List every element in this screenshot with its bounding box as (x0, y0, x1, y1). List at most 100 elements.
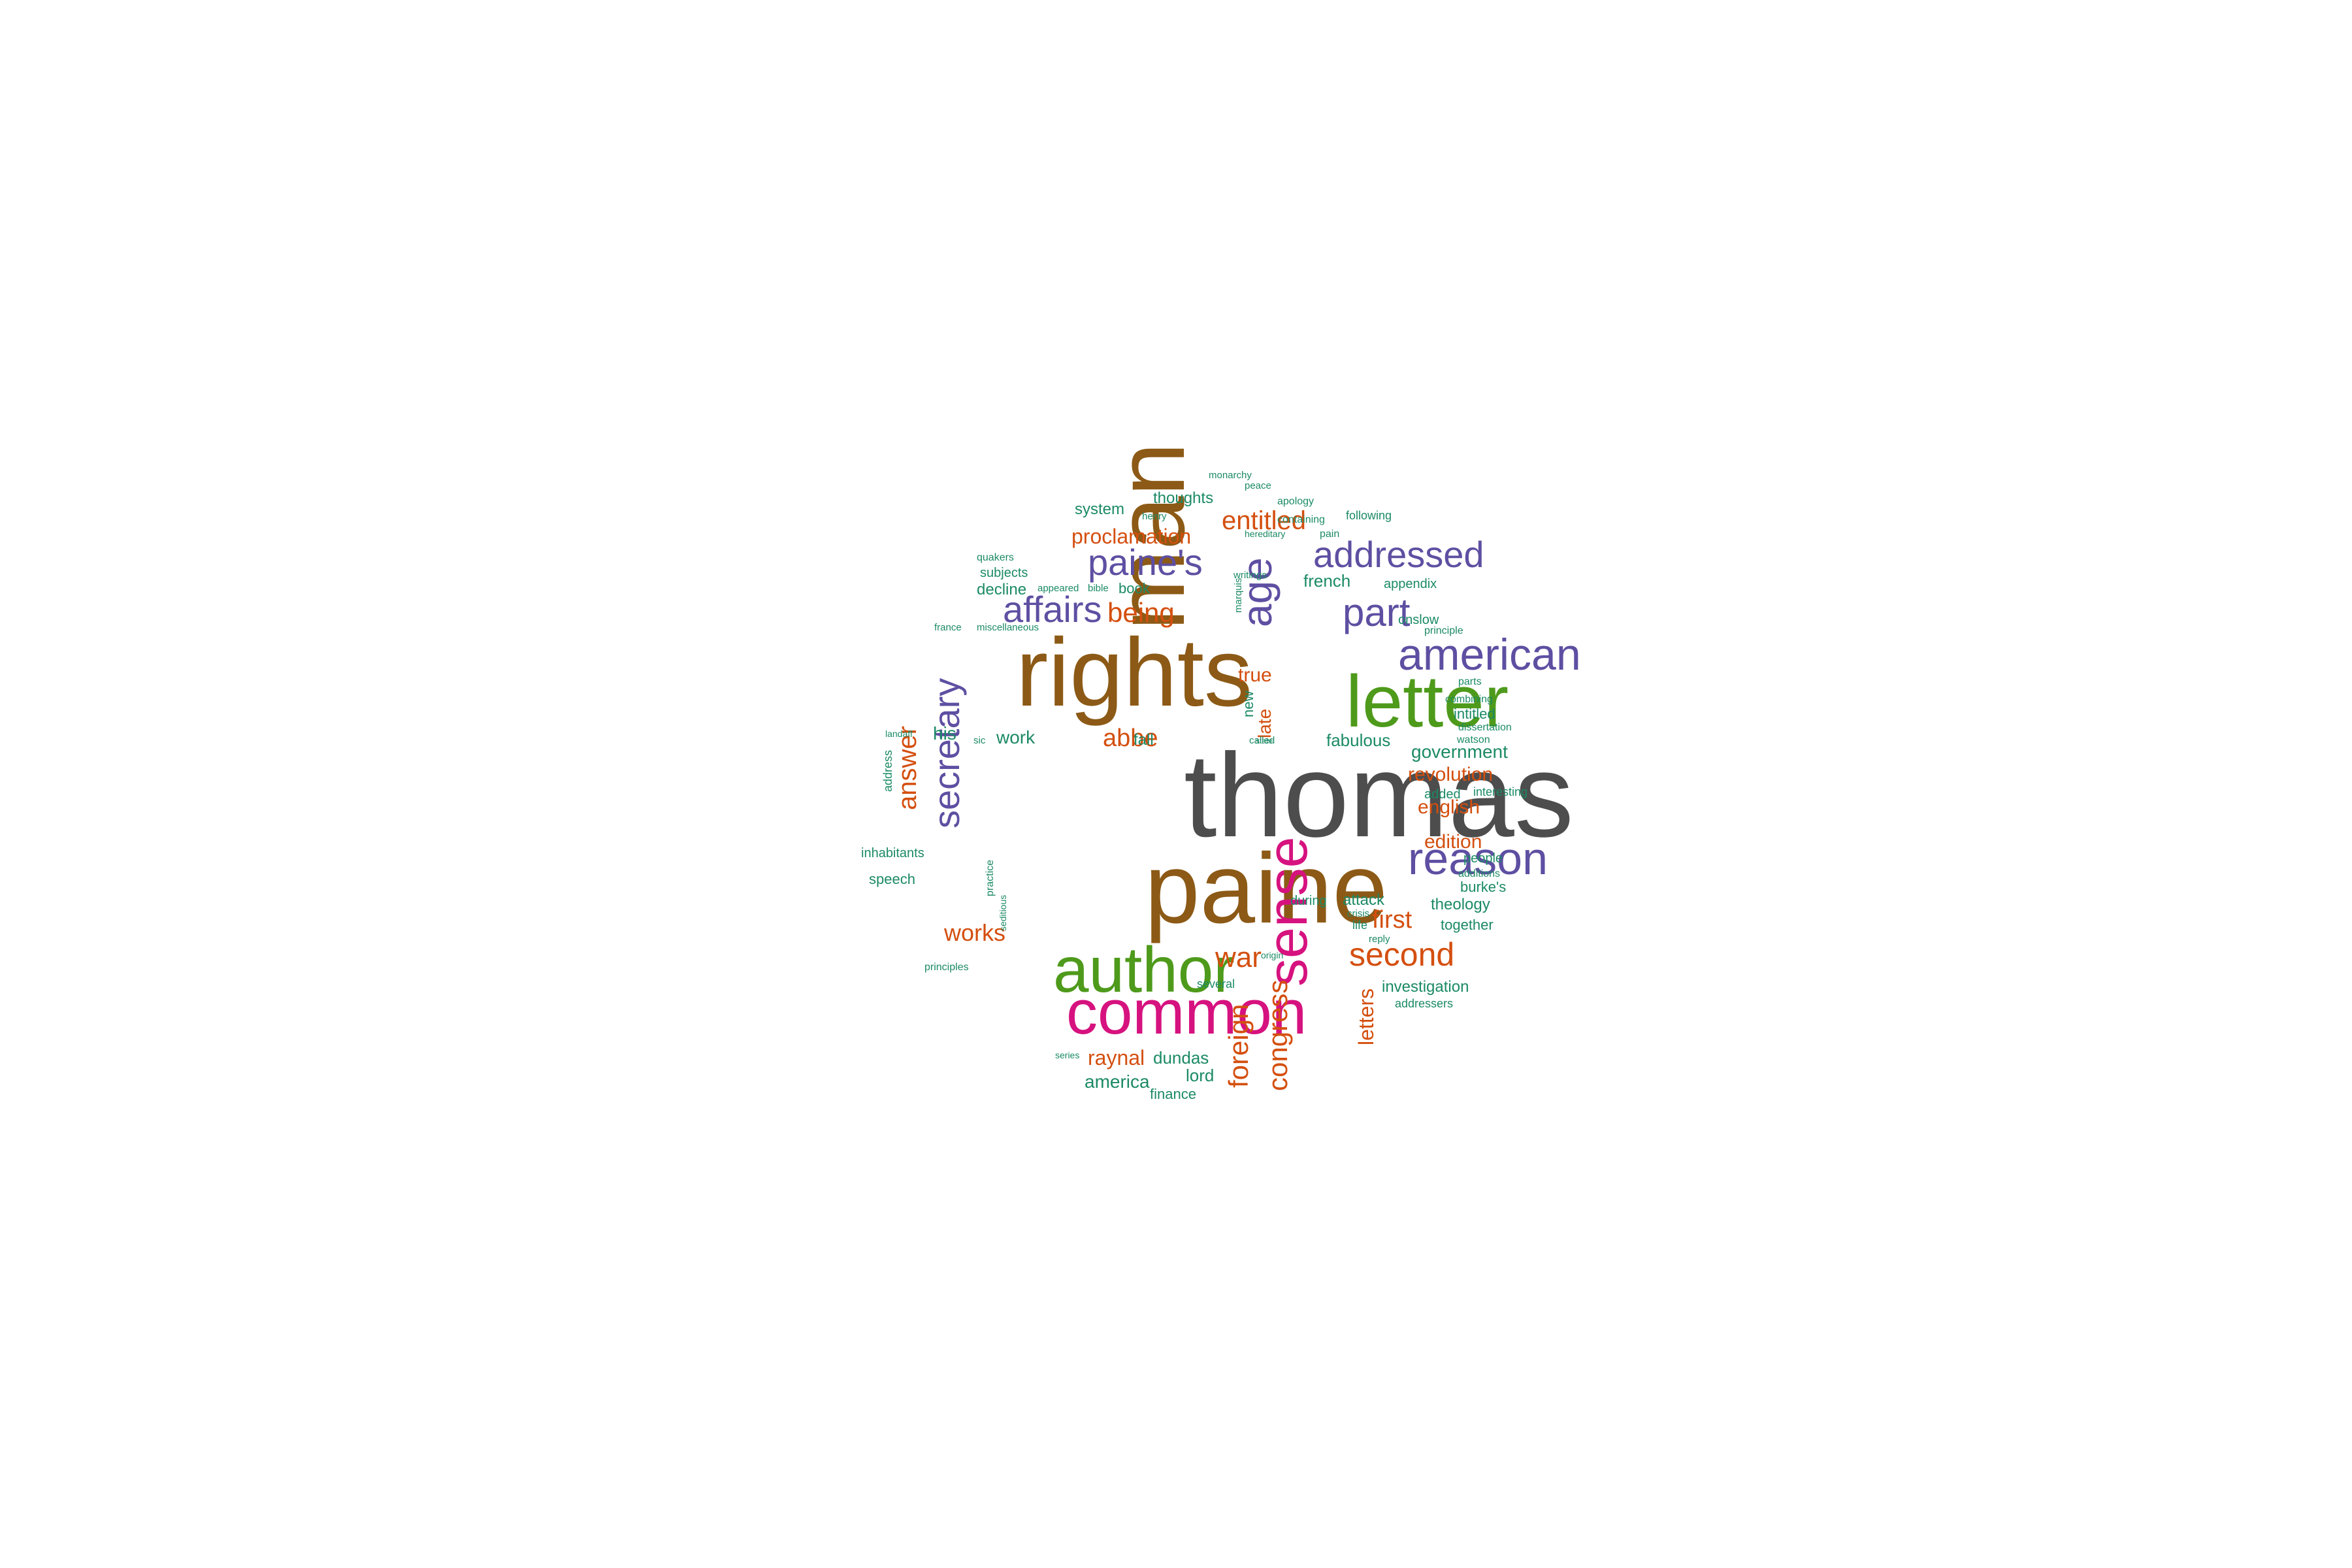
word: during (1290, 894, 1327, 908)
word: interesting (1473, 785, 1527, 798)
word: finance (1150, 1086, 1196, 1102)
word: edition (1424, 831, 1482, 853)
word: government (1411, 742, 1508, 762)
word: series (1055, 1050, 1079, 1060)
word: lord (1186, 1066, 1214, 1085)
word: crisis (1347, 908, 1369, 919)
word: foreign (1223, 1004, 1254, 1088)
word: man (1097, 442, 1205, 630)
word: author (1053, 934, 1235, 1005)
word: people (1463, 851, 1503, 866)
word: age (1233, 557, 1281, 627)
word: common (1066, 977, 1307, 1047)
word: proclamation (1071, 525, 1191, 548)
word: affairs (1003, 589, 1102, 630)
word: reason (1408, 833, 1548, 884)
word: paine (1145, 833, 1388, 944)
word: attack (1343, 891, 1385, 909)
word: state (1256, 736, 1273, 745)
word: origin (1261, 950, 1283, 960)
word: called (1249, 735, 1275, 746)
word: revolution (1408, 764, 1493, 785)
word: theology (1431, 896, 1490, 913)
word: parts (1458, 676, 1482, 687)
word: sense (1256, 837, 1319, 987)
word: subjects (980, 566, 1028, 580)
word: monarchy (1209, 470, 1252, 481)
word: appendix (1384, 577, 1437, 591)
word: entitled (1222, 506, 1306, 535)
word: thomas (1184, 728, 1574, 862)
word: following (1346, 509, 1392, 522)
word: henry (1142, 511, 1167, 522)
word: landaff (885, 728, 913, 739)
word: onslow (1398, 613, 1439, 627)
word: congress (1262, 980, 1293, 1091)
word: combining (1445, 694, 1493, 705)
word: hereditary (1245, 529, 1285, 539)
word: address (881, 750, 894, 792)
word: works (943, 919, 1005, 946)
word: principles (924, 962, 969, 973)
word: principle (1424, 625, 1463, 636)
word: war (1215, 941, 1262, 973)
word: true (1238, 664, 1272, 686)
word: practice (985, 860, 996, 896)
word: additions (1458, 868, 1500, 879)
word: speech (869, 871, 915, 887)
word: america (1085, 1071, 1150, 1092)
word: seditious (998, 895, 1008, 931)
word: life (1352, 919, 1367, 932)
word: pain (1320, 529, 1339, 540)
word: miscellaneous (977, 622, 1039, 633)
word: bible (1088, 583, 1109, 594)
word: late (1254, 709, 1275, 738)
word: new (1240, 691, 1256, 717)
word: addressed (1313, 534, 1484, 575)
word: letter (1346, 661, 1509, 742)
word: rights (1016, 619, 1252, 727)
word: addressers (1395, 997, 1453, 1010)
word: reply (1369, 934, 1390, 945)
word: work (996, 727, 1036, 747)
word: raynal (1088, 1046, 1145, 1070)
word: apology (1277, 496, 1314, 507)
word: writings (1233, 570, 1267, 581)
word: added (1424, 787, 1461, 802)
word: appeared (1037, 583, 1079, 594)
word: paine's (1088, 542, 1203, 583)
word: several (1197, 977, 1235, 990)
word: being (1107, 597, 1175, 628)
word: together (1441, 917, 1494, 933)
word: system (1075, 500, 1124, 518)
word: letters (1354, 988, 1378, 1045)
word: first (1372, 906, 1413, 934)
word: burke's (1460, 879, 1506, 895)
word: french (1303, 571, 1350, 591)
word: sic (973, 735, 986, 746)
word: decline (977, 581, 1026, 598)
word: answer (893, 726, 922, 810)
word: dissertation (1458, 722, 1512, 733)
word: fall (1134, 731, 1154, 749)
word: book (1119, 580, 1151, 596)
word: intitled (1454, 706, 1495, 722)
word: english (1418, 796, 1480, 818)
word: part (1343, 591, 1411, 634)
word: second (1349, 936, 1454, 973)
word: abbe (1103, 725, 1158, 752)
word: peace (1245, 480, 1271, 491)
word: dundas (1153, 1048, 1209, 1068)
word: containing (1277, 514, 1325, 525)
word: watson (1456, 734, 1490, 745)
word: marquis (1233, 578, 1244, 613)
word: american (1398, 630, 1581, 679)
word: investigation (1382, 978, 1469, 996)
word: his (933, 723, 956, 743)
word: quakers (977, 552, 1014, 563)
word: inhabitants (861, 846, 924, 860)
word: france (934, 622, 962, 633)
word: thoughts (1153, 489, 1213, 507)
